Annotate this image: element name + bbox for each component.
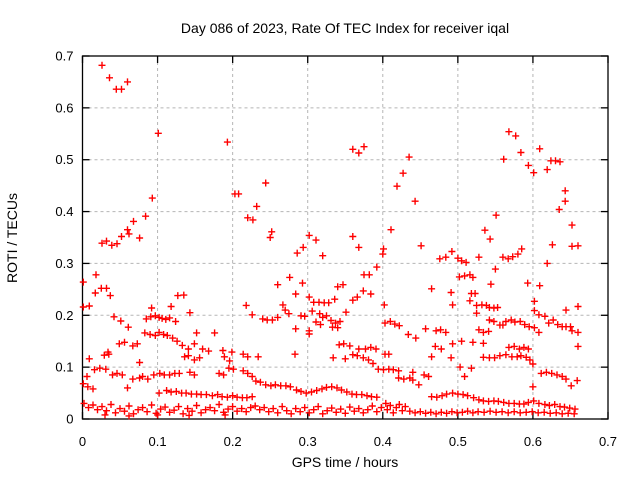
x-tick-label: 0.5 [449, 434, 467, 449]
x-tick-label: 0.4 [374, 434, 392, 449]
x-tick-label: 0.6 [524, 434, 542, 449]
y-tick-label: 0.3 [55, 256, 73, 271]
x-axis-label: GPS time / hours [292, 454, 399, 470]
y-tick-label: 0.4 [55, 204, 73, 219]
y-axis-label: ROTI / TECUs [4, 193, 20, 283]
plot-border [81, 55, 609, 420]
x-tick-label: 0.2 [224, 434, 242, 449]
y-tick-label: 0.2 [55, 308, 73, 323]
y-tick-label: 0.5 [55, 152, 73, 167]
x-tick-label: 0.1 [149, 434, 167, 449]
tick-labels: 0 0.1 0.2 0.3 0.4 0.5 0.6 0.7 0 0.1 0.2 0.3 0.4 0.5 0.… [55, 49, 617, 450]
y-tick-label: 0.7 [55, 49, 73, 64]
y-tick-label: 0.1 [55, 360, 73, 375]
y-tick-label: 0.6 [55, 100, 73, 115]
data-point-markers [79, 61, 582, 420]
x-tick-label: 0.3 [299, 434, 317, 449]
grid-lines [82, 56, 608, 419]
chart-title: Day 086 of 2023, Rate Of TEC Index for r… [181, 20, 509, 36]
y-tick-label: 0 [66, 412, 73, 427]
data-points [79, 61, 582, 420]
x-tick-label: 0 [79, 434, 86, 449]
axes [81, 55, 609, 420]
x-tick-label: 0.7 [599, 434, 617, 449]
